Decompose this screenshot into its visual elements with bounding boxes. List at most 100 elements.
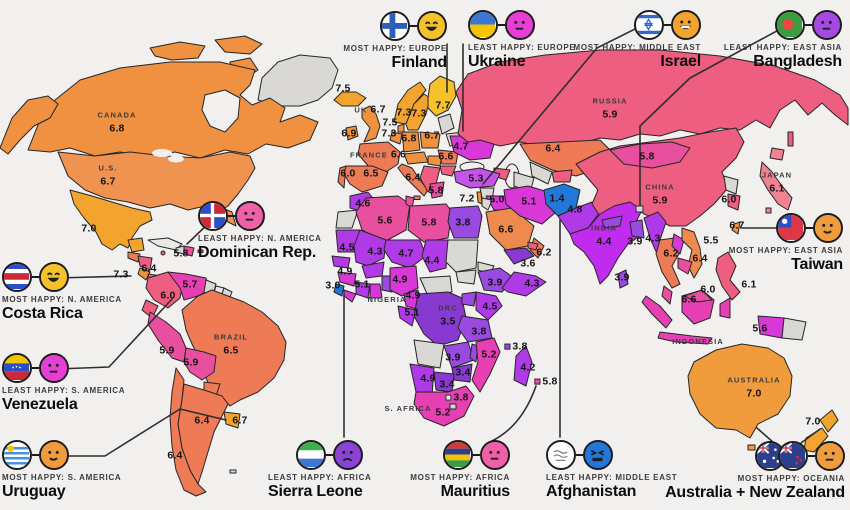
country-south-sudan bbox=[455, 269, 477, 285]
callout-country: Finland bbox=[391, 54, 448, 71]
country-papua-new-guinea bbox=[781, 317, 807, 341]
callout-sierraleone: LEAST HAPPY: AFRICA Sierra Leone bbox=[268, 440, 372, 501]
country-jamaica bbox=[160, 250, 166, 256]
callout-dominican: LEAST HAPPY: N. AMERICA Dominican Rep. bbox=[198, 201, 322, 262]
icon-link bbox=[664, 23, 671, 27]
yucatan bbox=[127, 237, 145, 253]
indonesia-sulawesi bbox=[719, 297, 731, 319]
country-chad bbox=[421, 239, 449, 273]
country-laos bbox=[671, 233, 685, 255]
country-uae bbox=[527, 241, 539, 251]
central-african-republic bbox=[419, 275, 453, 297]
connector-mauritius bbox=[491, 385, 537, 442]
country-spain bbox=[343, 165, 389, 193]
callout-country: Afghanistan bbox=[546, 483, 637, 500]
callout-country: Bangladesh bbox=[753, 53, 842, 70]
uruguay-flag-icon bbox=[2, 440, 32, 470]
icon-link bbox=[806, 226, 813, 230]
country-nepal bbox=[601, 215, 623, 229]
grinning-emoji-icon bbox=[671, 10, 701, 40]
callout-country: Costa Rica bbox=[2, 305, 83, 322]
neutral-emoji-icon bbox=[480, 440, 510, 470]
continent-south-america bbox=[141, 271, 287, 497]
country-somalia bbox=[501, 271, 547, 297]
malaysia-borneo bbox=[683, 289, 713, 303]
country-south-korea bbox=[727, 193, 741, 211]
country-sudan bbox=[445, 239, 479, 273]
connector-costarica bbox=[56, 275, 132, 279]
tasmania bbox=[747, 444, 756, 451]
country-iceland bbox=[333, 91, 367, 107]
country-uganda bbox=[461, 291, 477, 307]
continent-asia bbox=[453, 49, 849, 345]
country-bangladesh bbox=[629, 219, 645, 239]
callout-category: LEAST HAPPY: EUROPE bbox=[468, 43, 576, 52]
icon-link bbox=[32, 275, 39, 279]
country-turkey bbox=[453, 167, 501, 189]
country-brazil bbox=[181, 289, 287, 407]
callout-category: LEAST HAPPY: MIDDLE EAST bbox=[546, 473, 678, 482]
callout-category: MOST HAPPY: MIDDLE EAST bbox=[573, 43, 701, 52]
country-italy bbox=[397, 163, 429, 197]
country-kenya bbox=[475, 291, 503, 321]
callout-country: Taiwan bbox=[791, 256, 843, 273]
callout-category: LEAST HAPPY: EAST ASIA bbox=[723, 43, 842, 52]
country-north-korea bbox=[723, 175, 739, 195]
mauritius-flag-icon bbox=[443, 440, 473, 470]
country-greece bbox=[429, 181, 445, 199]
callout-country: Australia + New Zealand bbox=[665, 484, 845, 501]
callout-israel: MOST HAPPY: MIDDLE EAST Israel bbox=[573, 10, 701, 71]
country-greenland bbox=[257, 54, 339, 107]
callout-category: MOST HAPPY: S. AMERICA bbox=[2, 473, 122, 482]
country-cambodia bbox=[677, 257, 693, 275]
kyrgyzstan-tajikistan bbox=[551, 169, 573, 183]
callout-category: LEAST HAPPY: S. AMERICA bbox=[2, 386, 126, 395]
country-uzbekistan bbox=[529, 161, 553, 185]
hudson-bay bbox=[201, 89, 241, 133]
country-germany bbox=[401, 131, 421, 153]
connector-israel bbox=[482, 25, 642, 185]
country-south-africa bbox=[413, 385, 475, 427]
country-india bbox=[569, 201, 643, 285]
laughing-emoji-icon bbox=[417, 11, 447, 41]
continent-europe bbox=[333, 75, 495, 200]
country-australia bbox=[687, 343, 793, 439]
laughing-emoji-icon bbox=[39, 262, 69, 292]
country-madagascar bbox=[513, 345, 533, 387]
callout-mauritius: MOST HAPPY: AFRICA Mauritius bbox=[410, 440, 510, 501]
icon-link bbox=[228, 214, 235, 218]
falkland-islands bbox=[229, 469, 237, 474]
country-angola bbox=[413, 339, 445, 369]
great-lakes bbox=[168, 155, 184, 163]
country-honduras-nicaragua bbox=[137, 255, 153, 271]
continent-oceania bbox=[687, 343, 839, 453]
icon-link bbox=[576, 453, 583, 457]
country-ivory-coast bbox=[355, 281, 371, 299]
callout-taiwan: MOST HAPPY: EAST ASIA Taiwan bbox=[729, 213, 843, 274]
venezuela-flag-icon bbox=[2, 353, 32, 383]
costa-rica-flag-icon bbox=[2, 262, 32, 292]
country-yemen bbox=[503, 247, 535, 265]
callout-category: MOST HAPPY: EUROPE bbox=[343, 44, 447, 53]
callout-venezuela: LEAST HAPPY: S. AMERICA Venezuela bbox=[2, 353, 125, 414]
arctic-island bbox=[149, 41, 206, 61]
frowning-emoji-icon bbox=[333, 440, 363, 470]
ukraine-flag-icon bbox=[468, 10, 498, 40]
neutral-emoji-icon bbox=[235, 201, 265, 231]
icon-link bbox=[473, 453, 480, 457]
callout-finland: MOST HAPPY: EUROPE Finland bbox=[343, 11, 447, 72]
icon-link bbox=[805, 23, 812, 27]
country-bolivia bbox=[183, 347, 217, 381]
slight-smile-emoji-icon bbox=[813, 213, 843, 243]
callout-costarica: MOST HAPPY: N. AMERICA Costa Rica bbox=[2, 262, 122, 323]
country-netherlands-belgium bbox=[389, 131, 403, 145]
continent-africa bbox=[331, 191, 547, 427]
country-france bbox=[357, 141, 401, 173]
icon-link bbox=[326, 453, 333, 457]
sierra-leone-flag-icon bbox=[296, 440, 326, 470]
country-guinea bbox=[337, 271, 357, 287]
icon-link bbox=[498, 23, 505, 27]
country-algeria bbox=[355, 195, 411, 243]
country-poland bbox=[419, 131, 441, 149]
